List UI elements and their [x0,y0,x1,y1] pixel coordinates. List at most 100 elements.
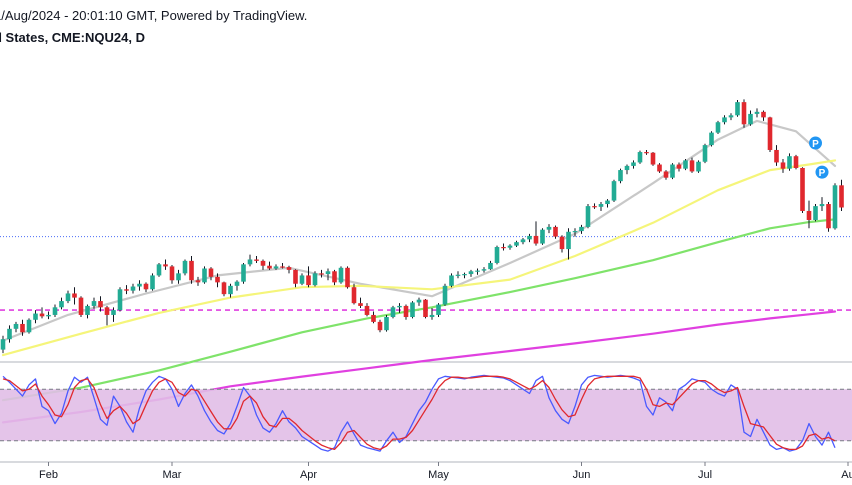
candle-body [124,289,129,291]
candle-body [774,149,779,163]
candle [416,297,422,306]
candle-body [39,313,45,317]
x-axis-tick-label: Apr [300,469,317,481]
candle-body [143,283,149,290]
candle-body [338,267,344,283]
candle [540,228,545,245]
candle [390,305,396,319]
candle-body [741,102,747,125]
candle-body [189,260,194,281]
candle [585,204,591,229]
candle [442,283,448,306]
candle [332,269,337,286]
candle-body [800,167,805,211]
candle-body [696,161,701,172]
candle [176,269,181,284]
candle-body [163,264,168,267]
candle [813,204,818,222]
candle [267,261,272,270]
candle-body [247,259,253,265]
candle [748,110,753,126]
candle-body [98,301,103,308]
candle-body [579,226,584,232]
candle [741,99,747,128]
candle-body [520,239,526,243]
x-axis-tick-label: Au [841,469,852,481]
moving-average-ma-short [1,119,837,342]
candle-body [156,264,162,276]
candle-body [494,247,500,263]
x-axis-tick-label: May [428,469,449,481]
candle-body [728,115,734,118]
candle-body [319,273,324,275]
candle [481,267,487,273]
candle [273,264,279,270]
candle-body [7,328,12,340]
candle [657,163,662,173]
candle-body [286,267,292,270]
candle [111,307,116,322]
candle-body [390,307,396,318]
candle-body [260,260,266,266]
candle [650,152,656,166]
candle-body [325,271,331,275]
candle-body [514,242,519,246]
candle [351,283,357,305]
candle-body [787,156,792,169]
candle-body [442,285,448,305]
oscillator-line-1 [2,375,836,451]
candle-body [715,122,721,133]
candle-body [826,204,831,229]
candle [189,256,194,284]
candle [13,321,19,333]
candle-body [819,204,825,207]
candle-body [384,317,389,331]
candle-body [52,307,58,315]
candle [306,266,311,288]
candle [325,268,331,281]
candle [637,150,643,164]
candle-body [208,268,214,277]
candle [46,311,51,320]
candle-body [436,304,441,315]
candle-body [559,236,565,250]
candle [598,201,604,211]
candle-body [592,206,597,208]
candle [20,319,25,336]
candle [208,267,214,281]
candle-body [33,313,38,320]
candle-body [371,314,376,322]
candle-body [533,235,539,244]
candle-body [377,321,383,331]
candle-body [468,271,474,275]
candle-body [195,280,201,283]
candle-body [462,274,467,276]
candle-body [299,275,305,284]
candle-body [611,181,617,201]
candle-body [169,266,175,281]
candle [85,304,90,319]
candle [455,271,461,279]
candle-body [130,286,136,291]
candle [819,197,825,211]
candle [670,163,675,180]
candle-body [566,231,571,250]
candle-body [488,262,493,270]
candle-body [215,276,220,283]
candle-body [793,156,799,168]
candle [0,335,6,354]
candle [163,259,168,270]
candle [130,283,136,294]
candle [52,304,58,318]
candle [644,149,649,155]
candle-body [702,145,708,162]
candle [72,287,77,305]
candle [260,259,266,270]
candle [728,113,734,121]
candle-body [65,293,71,302]
candle [507,244,513,250]
candle [7,325,12,343]
candle [397,303,402,313]
candle-body [631,162,636,166]
